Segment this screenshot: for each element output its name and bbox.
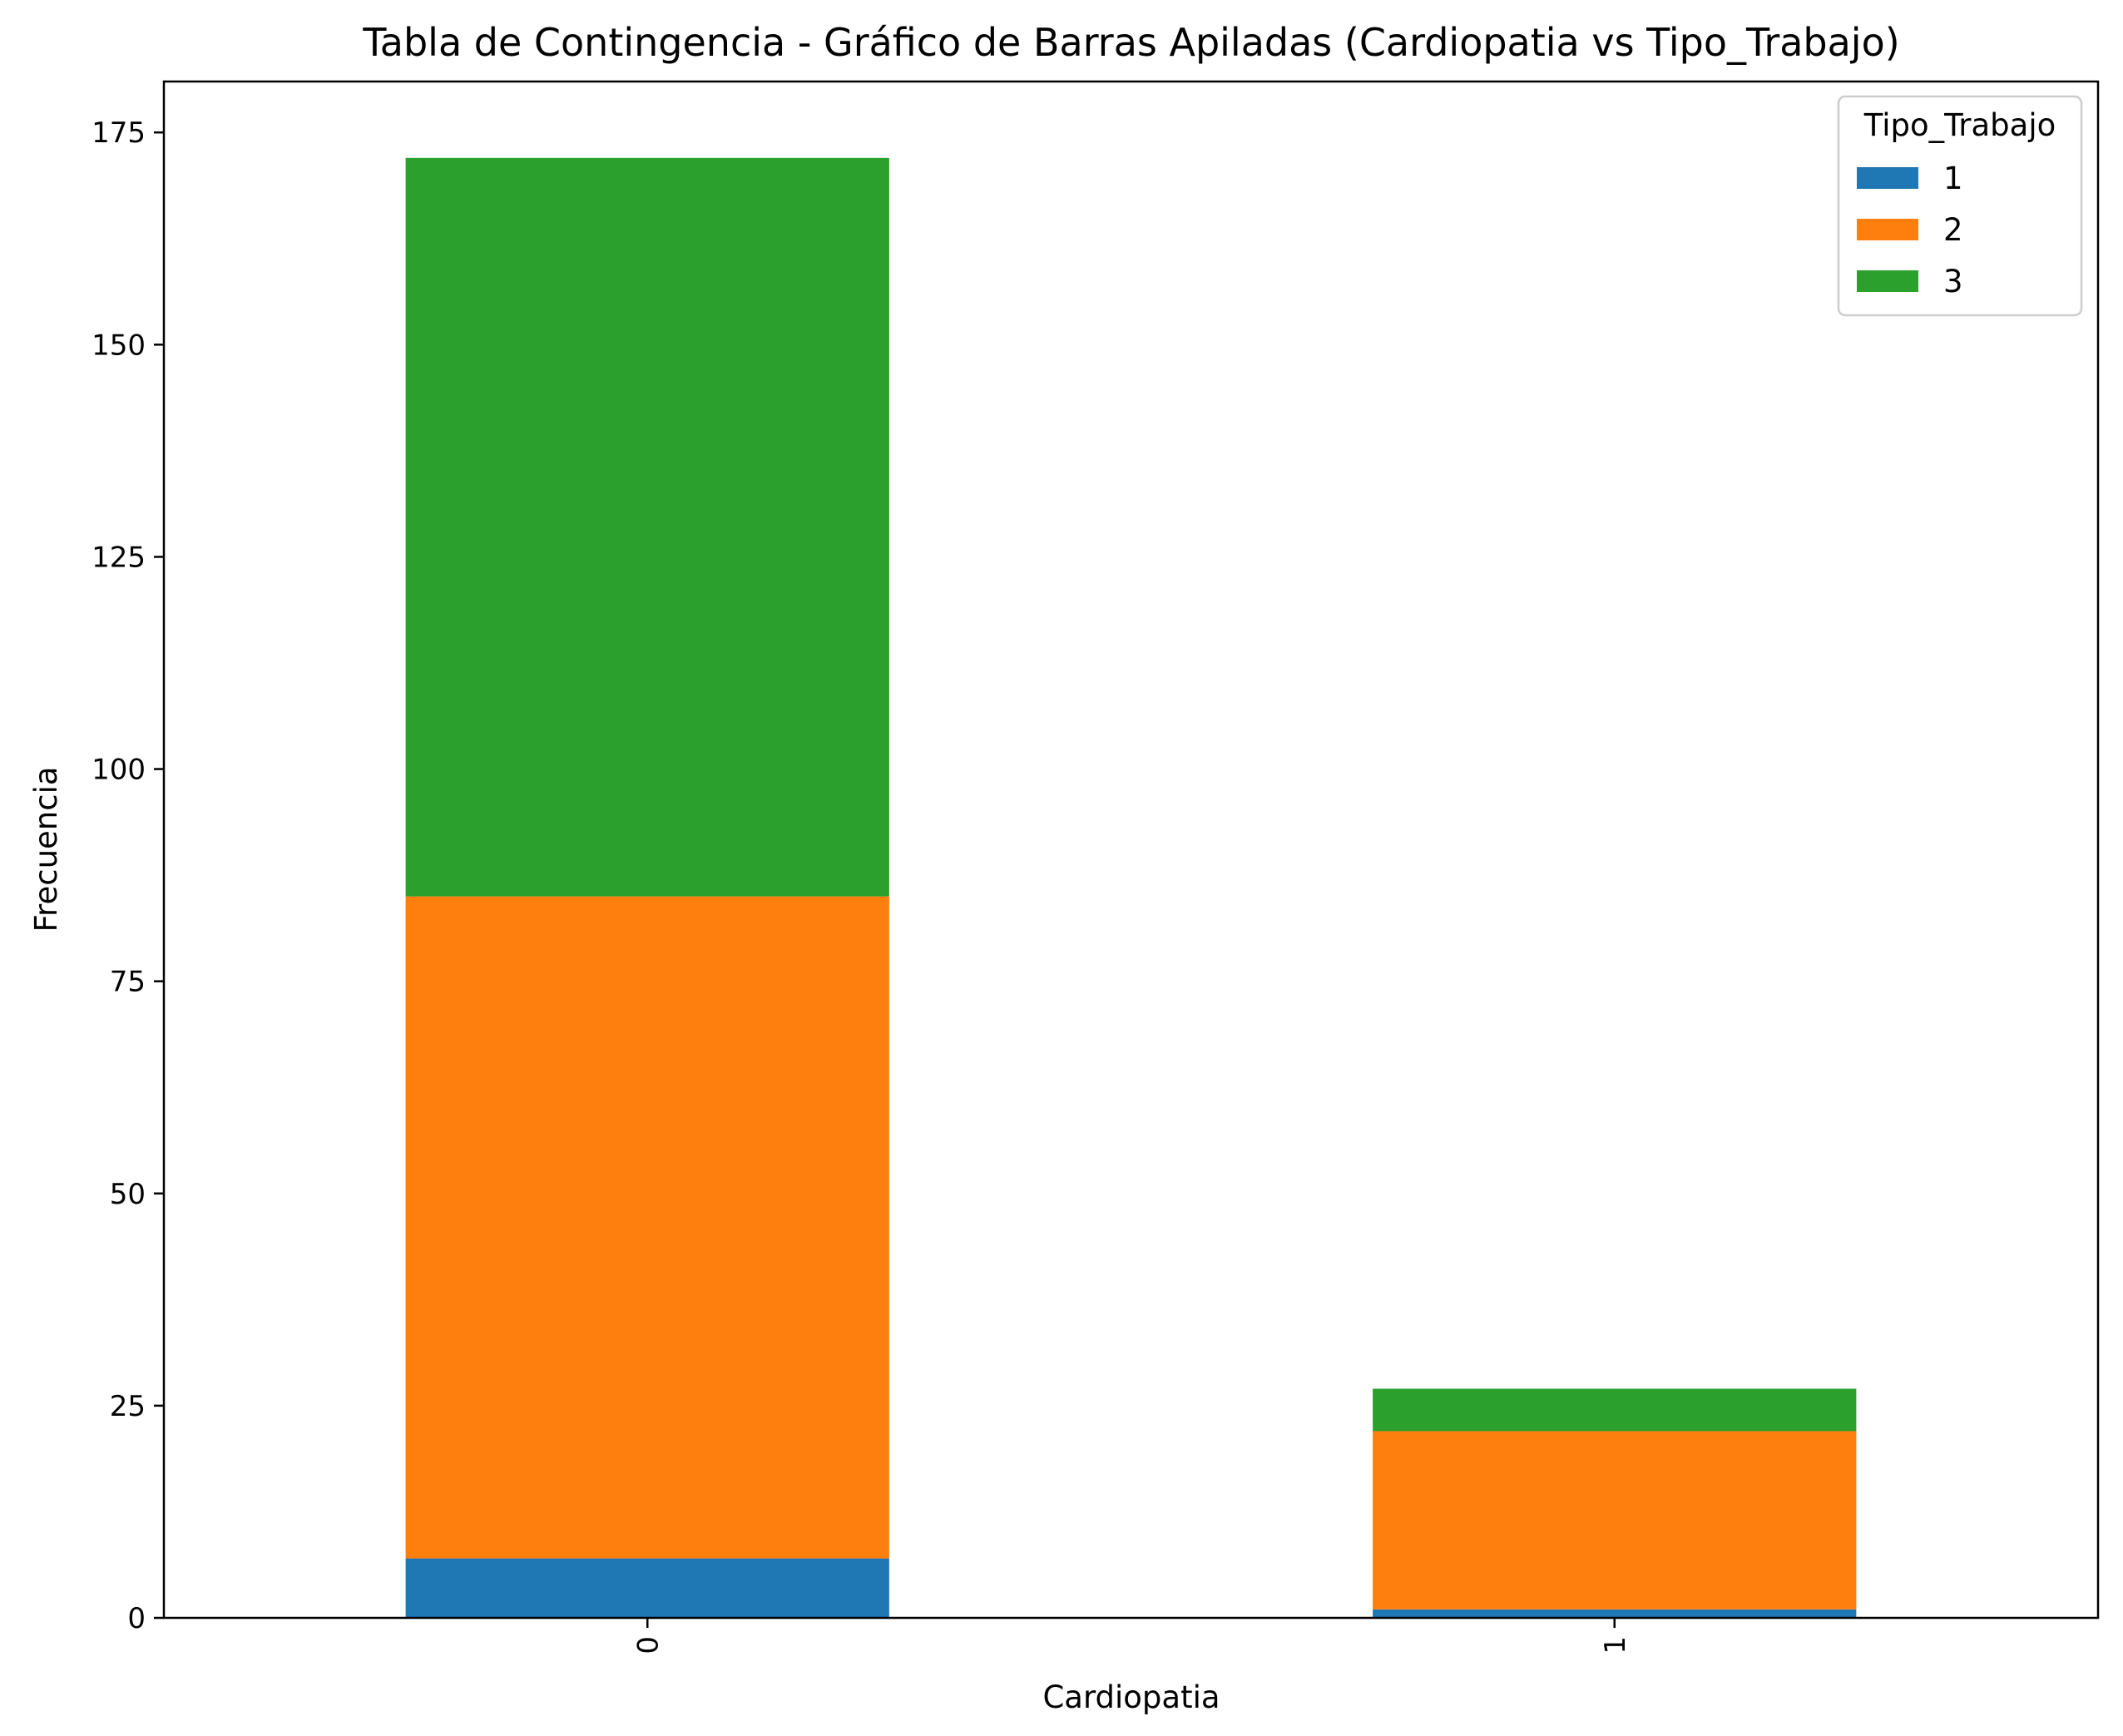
bar-cat-0-series-1 [405,1558,889,1618]
plot-area-frame [162,80,2100,1620]
bar-cat-0-series-2 [405,896,889,1559]
bar-cat-1-series-1 [1373,1609,1857,1618]
y-tick-label: 50 [110,1178,146,1211]
legend-label-1: 1 [1943,161,1963,196]
y-tick-label: 0 [127,1602,146,1635]
y-axis-label: Frecuencia [28,766,64,932]
legend: Tipo_Trabajo 1 2 3 [1837,95,2083,317]
legend-title: Tipo_Trabajo [1863,107,2056,143]
x-tick-label: 1 [1599,1636,1632,1654]
legend-items: 1 2 3 [1857,161,1963,299]
bars-group [405,157,1857,1618]
legend-label-2: 2 [1943,212,1963,248]
y-tick-label: 125 [92,541,146,574]
legend-swatch-1 [1857,167,1918,189]
chart-title: Tabla de Contingencia - Gráfico de Barra… [362,20,1899,65]
bar-cat-0-series-3 [405,157,889,897]
bar-cat-1-series-3 [1373,1388,1857,1432]
legend-swatch-2 [1857,219,1918,240]
x-tick-label: 0 [631,1636,665,1654]
y-axis-ticks: 0 25 50 75 100 125 150 175 [92,116,164,1635]
y-tick-label: 25 [110,1390,146,1423]
y-tick-label: 175 [92,116,146,150]
y-tick-label: 75 [110,966,146,999]
legend-label-3: 3 [1943,264,1963,299]
y-tick-label: 150 [92,329,146,362]
x-axis-label: Cardiopatia [1042,1679,1220,1715]
bar-cat-1-series-2 [1373,1431,1857,1610]
y-tick-label: 100 [92,754,146,787]
legend-swatch-3 [1857,270,1918,292]
legend-frame [1837,95,2083,317]
